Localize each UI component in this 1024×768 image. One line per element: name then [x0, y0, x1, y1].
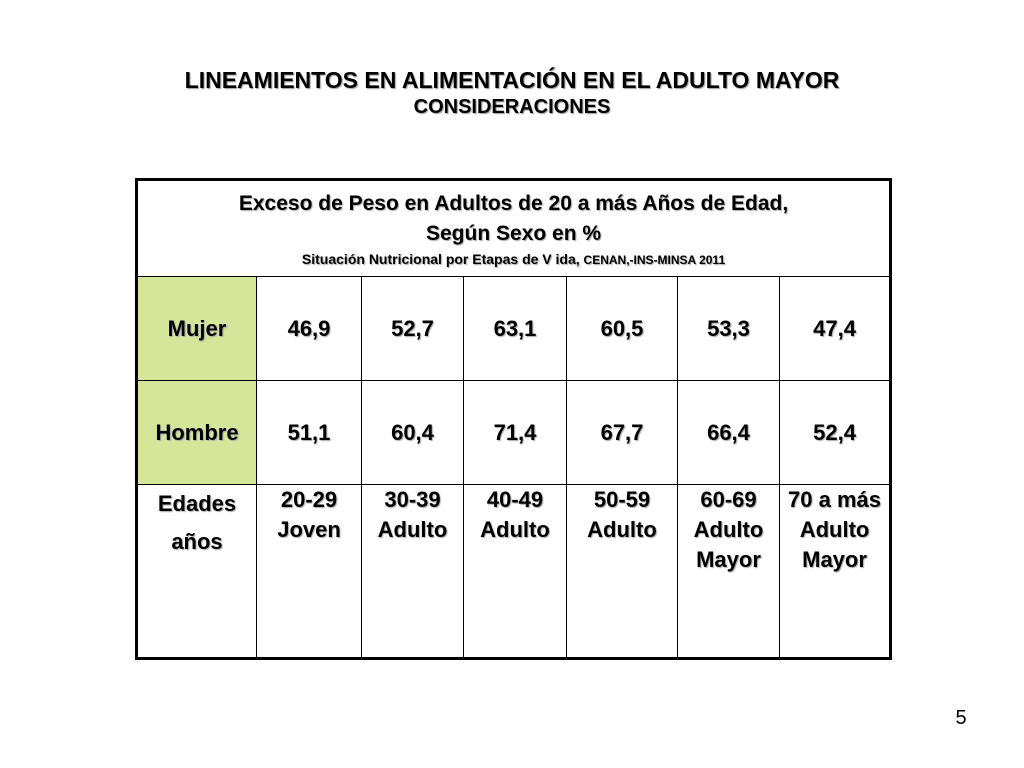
table-source: Situación Nutricional por Etapas de V id… [138, 249, 889, 270]
age-group-cell: 20-29 Joven [256, 484, 362, 659]
table-cell: 52,7 [361, 276, 464, 381]
age-group-cell: 30-39 Adulto [361, 484, 464, 659]
table-title-line2: Según Sexo en % [426, 222, 602, 245]
table-title: Exceso de Peso en Adultos de 20 a más Añ… [138, 189, 889, 249]
table-cell: 46,9 [256, 276, 362, 381]
table-cell: 51,1 [256, 380, 362, 485]
age-range: 50-59 [593, 487, 651, 512]
table-title-line1: Exceso de Peso en Adultos de 20 a más Añ… [238, 192, 789, 215]
age-range: 60-69 [700, 487, 757, 512]
table-row-ages: Edades años 20-29 Joven 30-39 Adulto 40-… [136, 484, 892, 659]
overweight-table: Exceso de Peso en Adultos de 20 a más Añ… [135, 178, 893, 660]
age-stage: Adulto [377, 517, 448, 542]
age-group-cell: 50-59 Adulto [566, 484, 678, 659]
table-cell: 53,3 [677, 276, 780, 381]
table-cell: 47,4 [778, 276, 892, 381]
table-source-org: CENAN,-INS-MINSA 2011 [583, 253, 726, 267]
table-cell: 52,4 [778, 380, 892, 485]
row-label-mujer: Mujer [136, 276, 257, 381]
age-group-cell: 40-49 Adulto [463, 484, 567, 659]
age-range: 30-39 [384, 487, 441, 512]
table-cell: 60,4 [361, 380, 464, 485]
page-title: LINEAMIENTOS EN ALIMENTACIÓN EN EL ADULT… [184, 67, 840, 93]
row-label-ages: Edades años [136, 484, 257, 659]
table-header: Exceso de Peso en Adultos de 20 a más Añ… [135, 179, 892, 277]
age-stage: Joven [277, 517, 341, 542]
table-cell: 67,7 [566, 380, 678, 485]
slide-title: LINEAMIENTOS EN ALIMENTACIÓN EN EL ADULT… [0, 66, 1024, 120]
age-range: 40-49 [486, 487, 544, 512]
table-row-hombre: Hombre 51,1 60,4 71,4 67,7 66,4 52,4 [136, 380, 892, 485]
age-stage: Adulto Mayor [693, 517, 764, 572]
age-range: 70 a más [788, 487, 882, 512]
table-row-mujer: Mujer 46,9 52,7 63,1 60,5 53,3 47,4 [136, 276, 892, 381]
table-cell: 66,4 [677, 380, 780, 485]
age-stage: Adulto [587, 517, 657, 542]
row-label-hombre: Hombre [136, 380, 257, 485]
table-cell: 71,4 [463, 380, 567, 485]
ages-label-line2: años [171, 529, 223, 554]
table-cell: 63,1 [463, 276, 567, 381]
page-subtitle: CONSIDERACIONES [413, 96, 611, 118]
table-cell: 60,5 [566, 276, 678, 381]
age-stage: Adulto [480, 517, 550, 542]
table-source-main: Situación Nutricional por Etapas de V id… [301, 251, 580, 267]
age-group-cell: 70 a más Adulto Mayor [778, 484, 892, 659]
page-number: 5 [955, 707, 967, 729]
ages-label-line1: Edades [157, 491, 237, 516]
age-stage: Adulto Mayor [799, 517, 870, 572]
age-range: 20-29 [280, 487, 338, 512]
age-group-cell: 60-69 Adulto Mayor [677, 484, 780, 659]
